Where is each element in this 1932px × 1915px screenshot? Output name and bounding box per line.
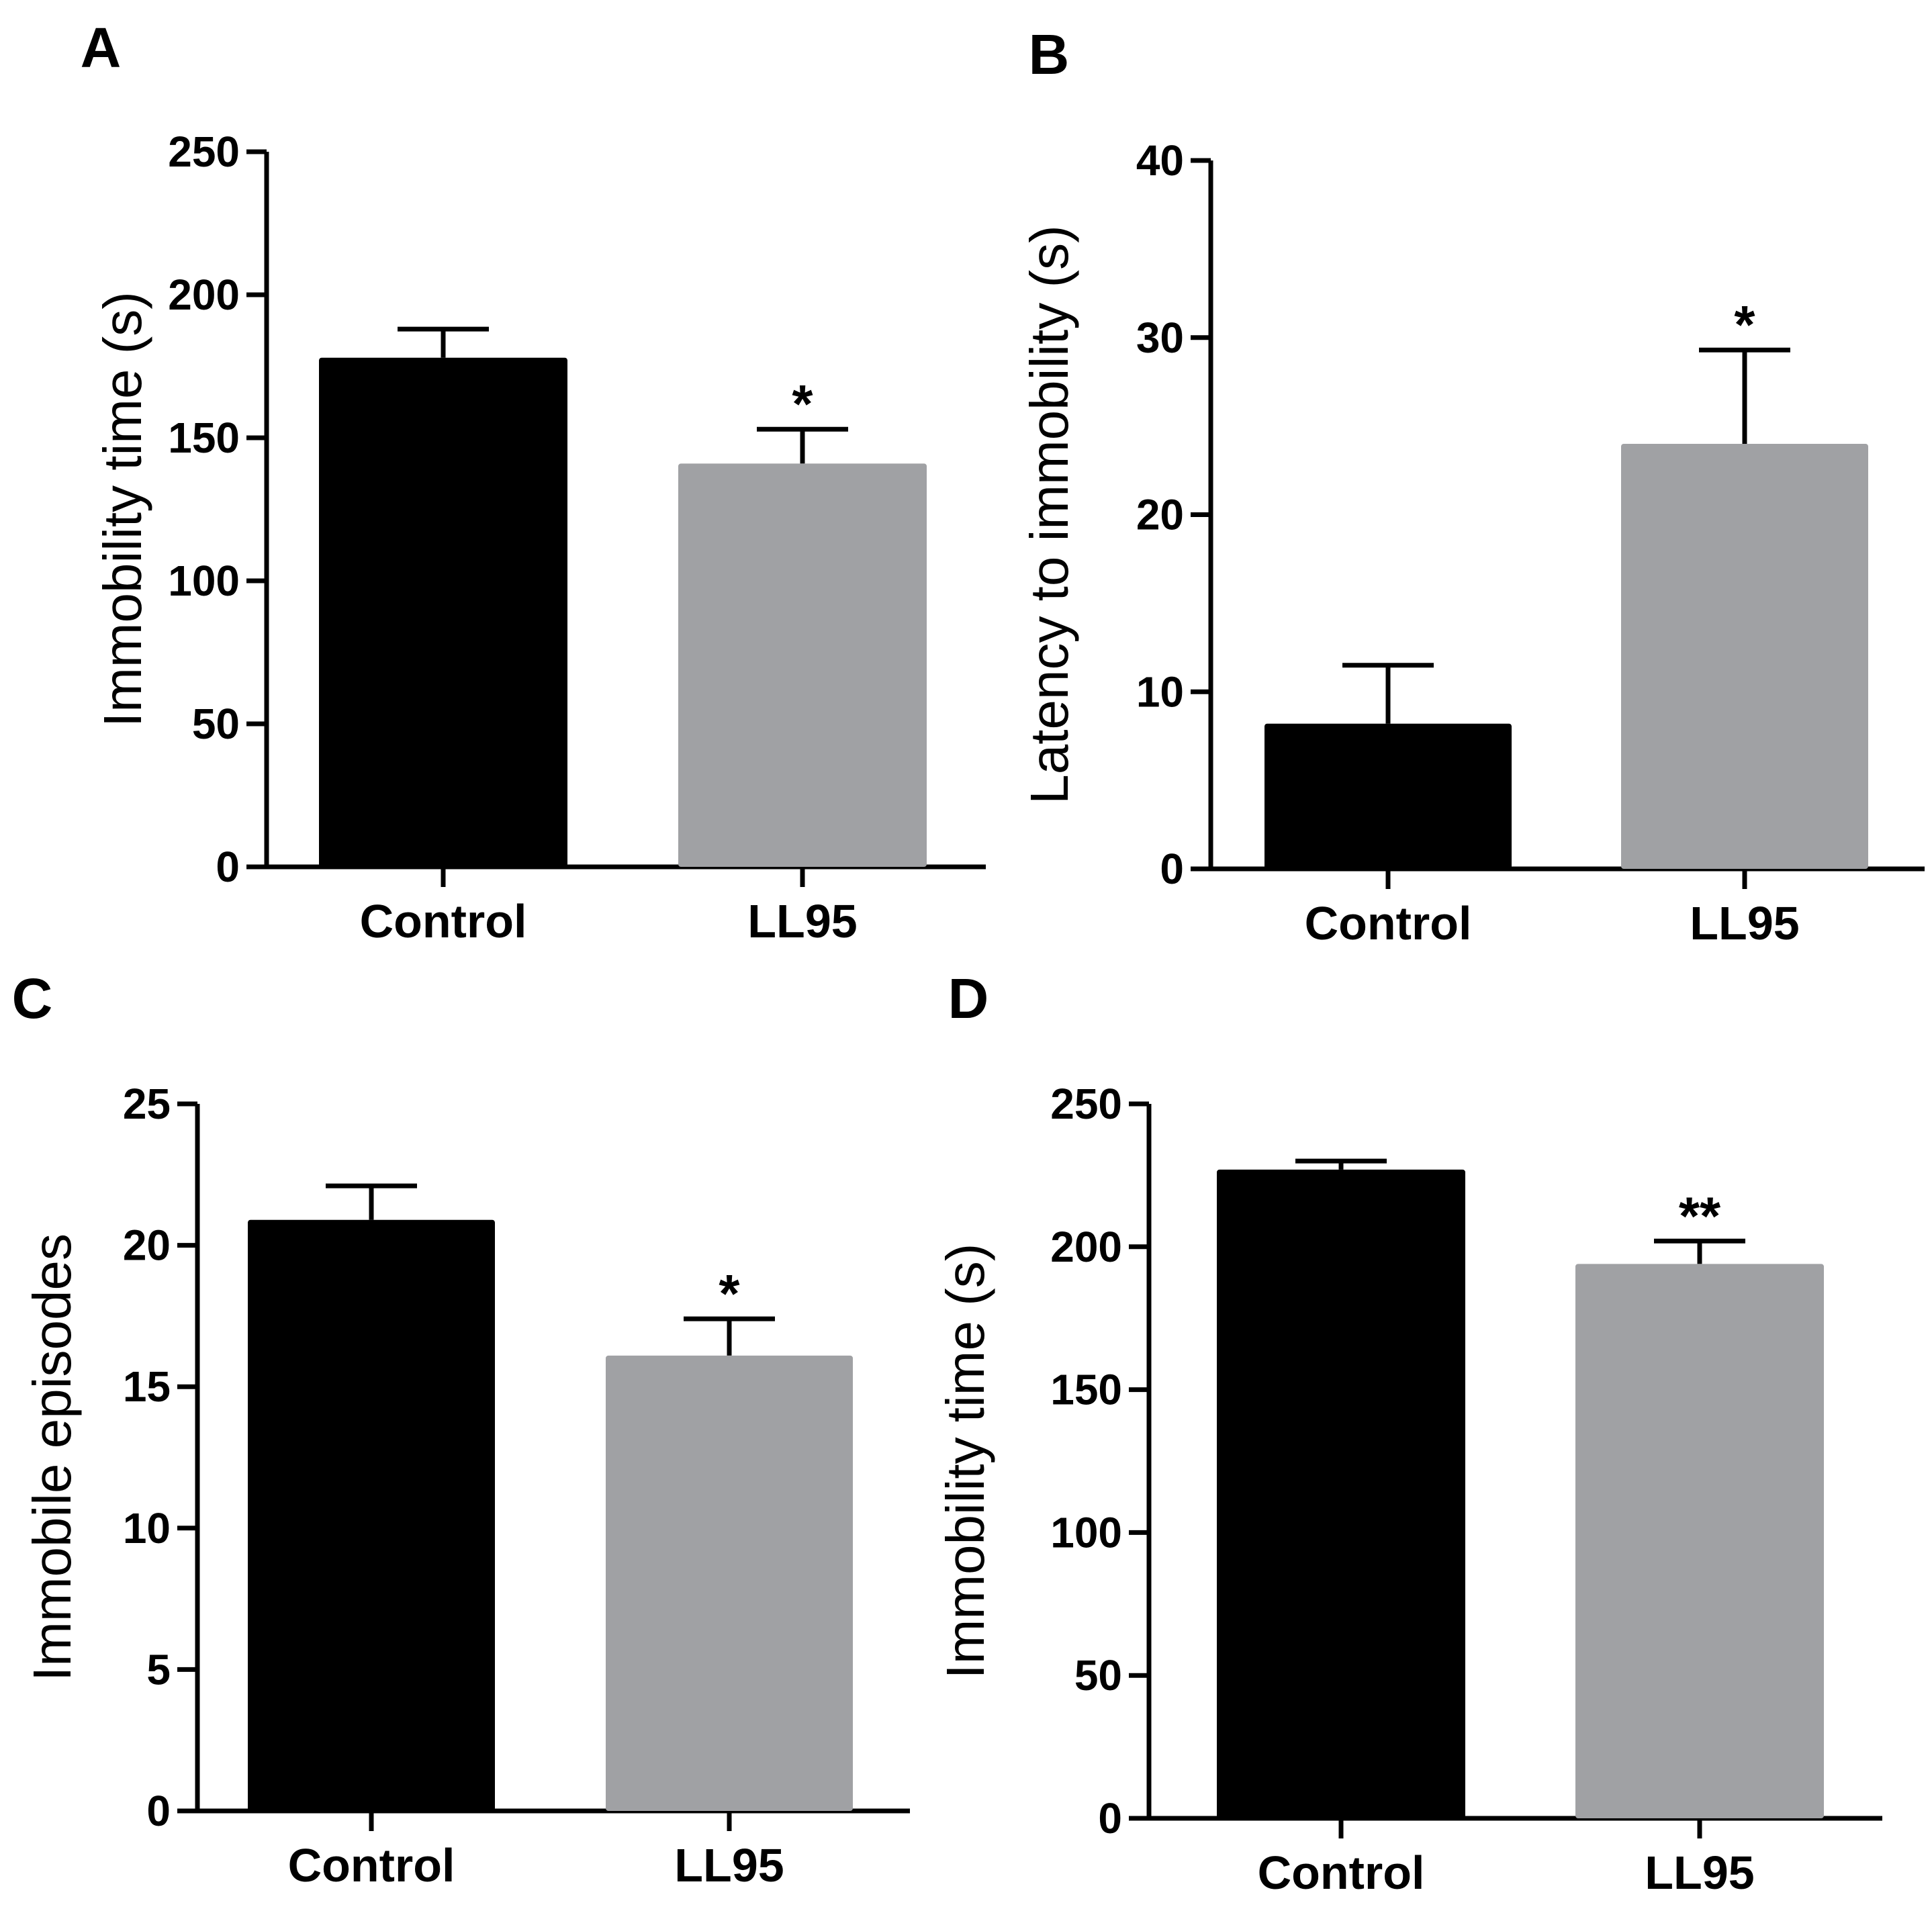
y-tick-label: 40 (1136, 136, 1184, 185)
panel-label: B (1029, 23, 1070, 86)
y-tick-label: 150 (1050, 1366, 1122, 1414)
x-tick-label: Control (1258, 1847, 1425, 1899)
y-tick-label: 20 (1136, 491, 1184, 539)
panel-c: C 0 5 10 15 20 25 Immobile episodes Control LL95 * (12, 967, 910, 1891)
y-tick-label: 0 (1098, 1794, 1122, 1842)
bar-ll95 (678, 463, 927, 867)
y-tick-label: 50 (1074, 1651, 1122, 1699)
bar-ll95 (1621, 444, 1868, 869)
panel-label: C (12, 967, 53, 1030)
bar-ll95 (606, 1355, 853, 1811)
y-axis-title: Immobile episodes (22, 1233, 82, 1681)
bar-control (319, 357, 567, 867)
y-axis-title: Latency to immobility (s) (1019, 225, 1079, 804)
y-tick-label: 0 (216, 843, 240, 891)
significance-marker: ** (1679, 1186, 1721, 1246)
y-tick-label: 100 (168, 557, 240, 605)
significance-marker: * (1734, 295, 1755, 355)
y-tick-label: 0 (146, 1787, 171, 1835)
y-tick-label: 10 (123, 1504, 171, 1552)
bar-ll95 (1575, 1264, 1824, 1818)
x-tick-label: Control (1305, 897, 1472, 949)
x-tick-label: LL95 (674, 1839, 784, 1891)
y-tick-label: 0 (1160, 845, 1184, 893)
bar-control (248, 1219, 495, 1811)
y-axis-title: Immobility time (s) (93, 291, 152, 727)
y-tick-label: 30 (1136, 314, 1184, 362)
y-axis-title: Immobility time (s) (935, 1244, 995, 1679)
significance-marker: * (719, 1264, 740, 1323)
x-tick-label: Control (288, 1839, 455, 1891)
x-tick-label: LL95 (1690, 897, 1799, 949)
panel-d: D 0 50 100 150 200 250 Immobility time (s) Contr… (935, 967, 1882, 1899)
y-tick-label: 250 (168, 128, 240, 176)
y-tick-label: 200 (168, 271, 240, 319)
x-tick-label: Control (360, 895, 527, 947)
y-tick-label: 10 (1136, 667, 1184, 716)
y-tick-label: 15 (123, 1362, 171, 1411)
bar-control (1217, 1169, 1465, 1818)
panel-label: D (948, 967, 989, 1030)
y-tick-label: 20 (123, 1221, 171, 1270)
y-tick-label: 25 (123, 1080, 171, 1128)
panel-label: A (81, 16, 122, 79)
significance-marker: * (792, 374, 813, 434)
bar-control (1264, 723, 1512, 869)
x-tick-label: LL95 (747, 895, 857, 947)
y-tick-label: 50 (192, 700, 240, 748)
y-tick-label: 250 (1050, 1080, 1122, 1128)
y-tick-label: 150 (168, 414, 240, 462)
y-tick-label: 5 (146, 1645, 171, 1693)
x-tick-label: LL95 (1645, 1847, 1754, 1899)
panel-b: B 0 10 20 30 40 Latency to immobility (s) Contr… (1019, 23, 1925, 949)
panel-a: A 0 50 100 150 200 250 Immobility time (s) Contr… (81, 16, 986, 947)
y-tick-label: 200 (1050, 1223, 1122, 1271)
y-tick-label: 100 (1050, 1508, 1122, 1556)
